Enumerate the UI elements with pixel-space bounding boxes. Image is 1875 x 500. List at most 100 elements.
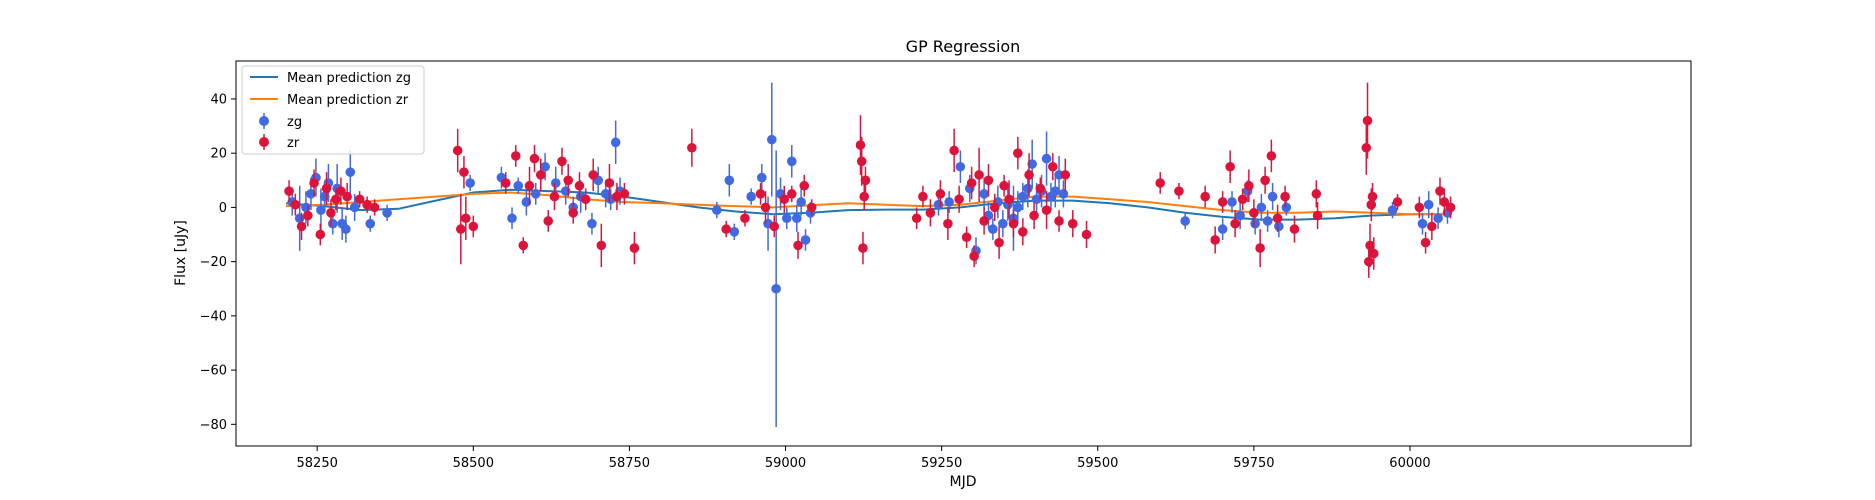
point-marker <box>856 156 867 167</box>
point-marker <box>568 208 579 218</box>
point-marker <box>327 218 338 229</box>
point-marker <box>989 202 1000 213</box>
point-marker <box>465 178 475 188</box>
point-marker <box>468 221 479 232</box>
point-marker <box>1433 213 1443 224</box>
point-marker <box>1249 208 1259 218</box>
data-point-zr <box>315 223 326 246</box>
data-point-zg <box>944 191 954 213</box>
data-point-zg <box>349 193 360 221</box>
data-point-zr <box>588 158 598 192</box>
point-marker <box>1018 227 1028 237</box>
data-point-zr <box>1427 212 1437 240</box>
point-marker <box>766 134 777 145</box>
y-tick-label: −20 <box>200 255 227 270</box>
data-point-zr <box>619 183 630 205</box>
data-point-zr <box>935 180 946 208</box>
data-point-zr <box>1081 220 1092 249</box>
point-marker <box>760 202 771 213</box>
data-point-zg <box>724 164 735 197</box>
data-point-zr <box>943 207 953 240</box>
point-marker <box>925 208 936 218</box>
data-point-zr <box>1210 226 1220 254</box>
point-marker <box>943 218 953 229</box>
data-point-zr <box>1067 210 1078 238</box>
point-marker <box>1280 191 1290 202</box>
data-point-zr <box>1060 158 1071 192</box>
data-point-zg <box>1417 212 1428 235</box>
point-marker <box>933 199 944 210</box>
data-point-zg <box>1423 191 1434 219</box>
point-marker <box>988 224 998 234</box>
data-point-zg <box>507 207 517 230</box>
point-marker <box>513 180 524 191</box>
data-point-zr <box>860 166 871 194</box>
point-marker <box>1392 197 1403 207</box>
x-tick-label: 59750 <box>1233 456 1274 471</box>
point-marker <box>331 194 341 205</box>
point-marker <box>557 156 567 167</box>
point-marker <box>303 210 313 221</box>
point-marker <box>1225 161 1235 172</box>
point-marker <box>974 170 984 180</box>
legend-marker-zr <box>259 137 269 147</box>
data-point-zg <box>345 150 356 194</box>
data-point-zr <box>1004 180 1014 219</box>
chart-title: GP Regression <box>906 37 1021 56</box>
point-marker <box>612 191 622 202</box>
data-point-zg <box>513 177 524 194</box>
point-marker <box>1008 218 1019 229</box>
y-tick-label: 0 <box>219 201 227 216</box>
legend-marker-zg <box>259 116 269 126</box>
data-point-zr <box>954 185 964 213</box>
point-marker <box>954 194 964 205</box>
point-marker <box>955 161 966 172</box>
point-marker <box>294 213 305 224</box>
data-point-zg <box>365 215 376 232</box>
data-point-zr <box>1439 188 1450 216</box>
point-marker <box>1004 194 1014 205</box>
point-marker <box>729 227 740 237</box>
point-marker <box>966 178 977 188</box>
point-marker <box>580 194 591 205</box>
point-marker <box>944 197 954 207</box>
data-point-zr <box>1217 191 1228 213</box>
series-layer <box>284 82 1456 428</box>
data-point-zr <box>911 207 922 230</box>
point-marker <box>510 151 521 161</box>
point-marker <box>316 205 326 215</box>
data-point-zg <box>791 204 802 232</box>
data-point-zg <box>766 82 777 197</box>
point-marker <box>354 194 365 205</box>
point-marker <box>771 283 781 294</box>
data-point-zr <box>918 185 928 208</box>
data-point-zg <box>1058 180 1069 208</box>
point-marker <box>500 178 511 188</box>
data-point-zg <box>998 210 1008 238</box>
point-marker <box>911 213 922 224</box>
point-marker <box>1361 142 1372 153</box>
point-marker <box>1029 210 1039 221</box>
point-marker <box>969 251 979 262</box>
point-marker <box>369 202 380 213</box>
data-point-zr <box>362 196 372 213</box>
point-marker <box>1266 151 1277 161</box>
x-tick-label: 59000 <box>765 456 806 471</box>
data-point-zg <box>746 188 756 205</box>
x-tick-label: 58250 <box>297 456 338 471</box>
data-point-zg <box>786 145 797 178</box>
data-point-zr <box>966 166 977 200</box>
data-point-zg <box>771 150 781 428</box>
point-marker <box>1445 202 1456 213</box>
point-marker <box>724 175 735 186</box>
data-point-zr <box>1420 231 1431 254</box>
point-marker <box>1058 189 1069 199</box>
point-marker <box>535 170 546 180</box>
point-marker <box>563 175 574 186</box>
point-marker <box>1367 191 1378 202</box>
data-point-zr <box>1013 136 1023 170</box>
data-point-zr <box>949 128 959 173</box>
data-point-zr <box>580 188 591 211</box>
point-marker <box>1414 202 1425 213</box>
